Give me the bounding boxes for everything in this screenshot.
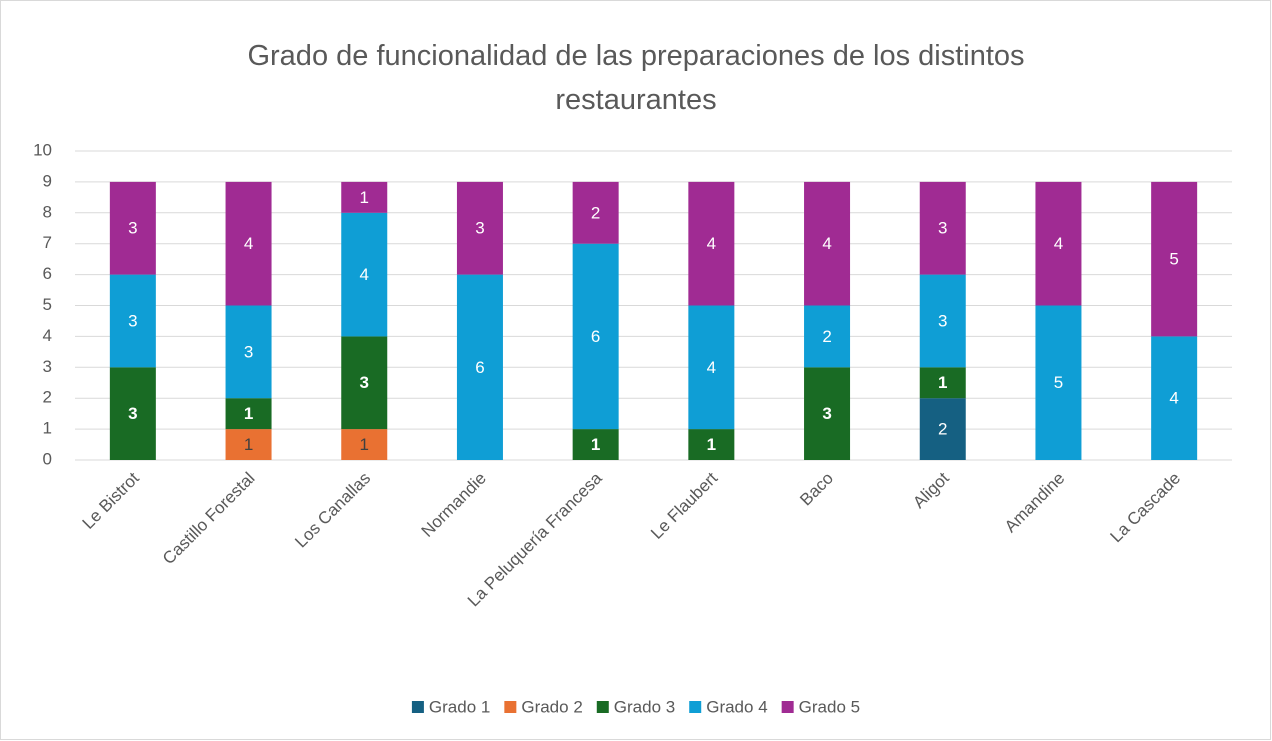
data-label: 3 (938, 311, 947, 330)
data-label: 6 (591, 327, 600, 346)
data-label: 3 (244, 342, 253, 361)
bar-segment (572, 181, 619, 244)
data-label: 5 (1169, 250, 1178, 269)
data-label: 1 (707, 435, 716, 454)
bar-segment (341, 181, 388, 213)
data-label: 1 (938, 373, 947, 392)
bar-segment (919, 181, 966, 275)
y-tick-label: 6 (43, 264, 52, 283)
bar-segment (225, 429, 272, 460)
y-tick-label: 5 (43, 295, 52, 314)
data-label: 3 (475, 219, 484, 238)
y-tick-label: 1 (43, 419, 52, 438)
data-label: 3 (128, 311, 137, 330)
bar-segment (804, 305, 851, 368)
data-label: 3 (938, 219, 947, 238)
bar-segment (804, 181, 851, 306)
y-tick-label: 0 (43, 449, 52, 468)
bar-segment (572, 243, 619, 430)
legend-swatch (781, 701, 794, 713)
data-label: 1 (360, 435, 369, 454)
data-label: 5 (1054, 373, 1063, 392)
bar-segment (1151, 181, 1198, 337)
bar-segment (341, 336, 388, 430)
legend-label: Grado 2 (521, 697, 582, 716)
bar-segment (341, 429, 388, 460)
bar-segment (1035, 305, 1082, 460)
bar-segment (1035, 181, 1082, 306)
legend-label: Grado 1 (429, 697, 490, 716)
y-tick-label: 7 (43, 233, 52, 252)
data-label: 4 (707, 358, 716, 377)
data-label: 1 (244, 435, 253, 454)
bar-segment (109, 181, 156, 275)
data-label: 4 (360, 265, 369, 284)
y-tick-label: 8 (43, 202, 52, 221)
bar-segment (804, 367, 851, 460)
bar-segment (688, 181, 735, 306)
data-label: 1 (591, 435, 600, 454)
data-label: 1 (244, 404, 253, 423)
legend-label: Grado 4 (706, 697, 767, 716)
data-label: 3 (360, 373, 369, 392)
data-label: 3 (822, 404, 831, 423)
legend-swatch (504, 701, 517, 713)
bar-segment (919, 398, 966, 460)
data-label: 6 (475, 358, 484, 377)
data-label: 2 (938, 420, 947, 439)
data-label: 4 (707, 234, 716, 253)
bar-segment (341, 212, 388, 337)
bar-segment (225, 305, 272, 399)
bar-segment (688, 429, 735, 460)
data-label: 2 (822, 327, 831, 346)
legend-swatch (411, 701, 424, 713)
legend-label: Grado 3 (614, 697, 675, 716)
bar-segment (688, 305, 735, 430)
bar-segment (572, 429, 619, 460)
data-label: 4 (1169, 389, 1178, 408)
data-label: 4 (244, 234, 253, 253)
chart-title: Grado de funcionalidad de las preparacio… (247, 40, 1025, 116)
data-label: 1 (360, 188, 369, 207)
legend-swatch (689, 701, 702, 713)
y-tick-label: 4 (43, 326, 52, 345)
data-label: 2 (591, 203, 600, 222)
bar-segment (225, 398, 272, 430)
bar-segment (109, 367, 156, 460)
data-label: 3 (128, 404, 137, 423)
y-tick-label: 9 (43, 171, 52, 190)
data-label: 3 (128, 219, 137, 238)
legend-label: Grado 5 (799, 697, 860, 716)
y-tick-label: 10 (33, 140, 52, 159)
bar-segment (1151, 336, 1198, 460)
legend-swatch (596, 701, 609, 713)
bar-segment (456, 181, 503, 275)
bar-segment (919, 367, 966, 399)
bar-segment (919, 274, 966, 368)
bar-segment (456, 274, 503, 460)
bar-segment (225, 181, 272, 306)
bar-segment (109, 274, 156, 368)
data-label: 4 (822, 234, 831, 253)
y-tick-label: 3 (43, 357, 52, 376)
data-label: 4 (1054, 234, 1063, 253)
y-tick-label: 2 (43, 388, 52, 407)
